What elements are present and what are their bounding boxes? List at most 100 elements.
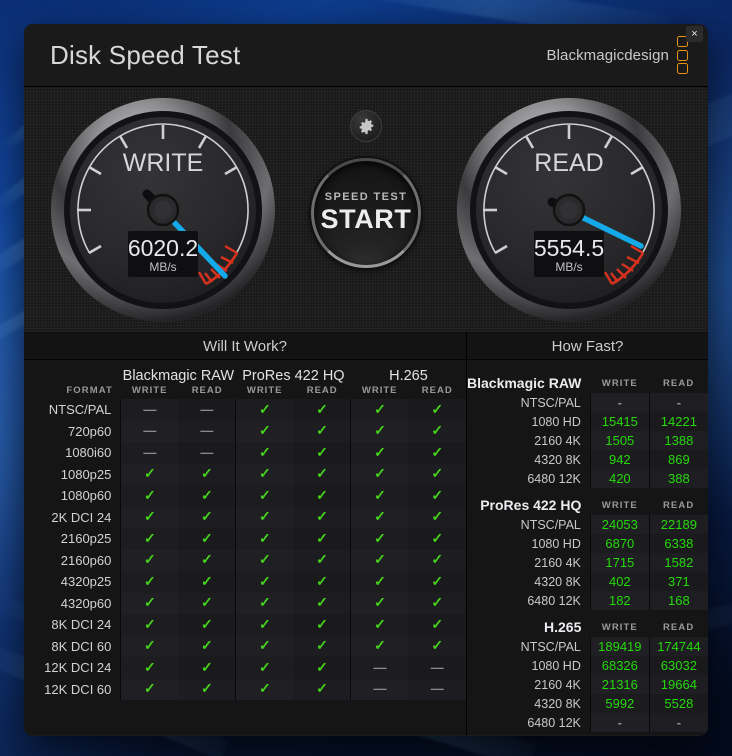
format-label: 4320p60	[60, 595, 112, 611]
supported-check-icon: ✓	[350, 592, 409, 614]
supported-check-icon: ✓	[235, 635, 294, 657]
check-icon: ✓	[316, 551, 328, 568]
check-icon: ✓	[259, 529, 271, 546]
check-icon: ✓	[201, 486, 213, 503]
format-label: 1080p60	[60, 488, 112, 504]
dash-icon: —	[143, 423, 157, 439]
will-it-work-panel: Will It Work? FORMAT Blackmagic RAW ProR…	[24, 333, 467, 735]
page-title: Disk Speed Test	[50, 39, 241, 70]
subheader-braw-write: WRITE	[131, 385, 168, 396]
column-subheader: READ	[662, 499, 695, 511]
check-icon: ✓	[374, 400, 386, 417]
table-row: 4320 8K 5992 5528	[467, 694, 708, 713]
supported-check-icon: ✓	[235, 399, 294, 421]
supported-check-icon: ✓	[120, 571, 179, 593]
read-speed-value: -	[648, 713, 708, 732]
section-header-row: ProRes 422 HQ WRITE READ	[467, 488, 708, 515]
close-button[interactable]: ×	[686, 26, 703, 42]
supported-check-icon: ✓	[350, 506, 409, 528]
supported-check-icon: ✓	[293, 463, 351, 485]
subheader-prores-write: WRITE	[246, 385, 283, 396]
table-row: 2K DCI 24 ✓ ✓ ✓ ✓ ✓ ✓	[24, 506, 466, 528]
check-icon: ✓	[316, 422, 328, 439]
start-button-label: START	[320, 204, 412, 234]
supported-check-icon: ✓	[408, 442, 466, 464]
check-icon: ✓	[431, 637, 444, 654]
write-speed-value: 24053	[589, 515, 650, 534]
table-row: NTSC/PAL - -	[467, 393, 708, 412]
supported-check-icon: ✓	[350, 528, 409, 550]
settings-button[interactable]	[350, 110, 382, 142]
table-row: 1080i60 — — ✓ ✓ ✓ ✓	[24, 442, 466, 464]
check-icon: ✓	[316, 615, 328, 632]
supported-check-icon: ✓	[235, 592, 294, 614]
supported-check-icon: ✓	[178, 614, 236, 636]
check-icon: ✓	[201, 529, 213, 546]
check-icon: ✓	[201, 508, 213, 525]
format-label: 720p60	[67, 423, 112, 439]
supported-check-icon: ✓	[235, 463, 294, 485]
supported-check-icon: ✓	[120, 635, 179, 657]
resolution-label: 2160 4K	[534, 433, 581, 448]
read-speed-value: 174744	[648, 637, 708, 656]
center-controls: SPEED TEST START	[306, 87, 426, 333]
resolution-label: 4320 8K	[534, 696, 581, 711]
table-row: 1080p60 ✓ ✓ ✓ ✓ ✓ ✓	[24, 485, 466, 507]
check-icon: ✓	[431, 486, 444, 503]
check-icon: ✓	[201, 680, 213, 697]
supported-check-icon: ✓	[408, 571, 466, 593]
dash-icon: —	[143, 401, 157, 417]
check-icon: ✓	[374, 443, 386, 460]
subheader-prores-read: READ	[306, 385, 338, 396]
column-subheader: WRITE	[601, 621, 638, 633]
results-panels: Will It Work? FORMAT Blackmagic RAW ProR…	[24, 333, 708, 735]
check-icon: ✓	[259, 443, 271, 460]
dash-icon: —	[200, 423, 214, 439]
supported-check-icon: ✓	[293, 506, 351, 528]
table-row: 2160 4K 1505 1388	[467, 431, 708, 450]
supported-check-icon: ✓	[178, 506, 236, 528]
check-icon: ✓	[259, 637, 271, 654]
write-speed-value: -	[589, 713, 650, 732]
table-row: 1080 HD 6870 6338	[467, 534, 708, 553]
write-speed-value: 1715	[589, 553, 650, 572]
format-label: 1080i60	[65, 445, 112, 461]
table-row: 6480 12K 420 388	[467, 469, 708, 488]
format-label: 12K DCI 24	[44, 660, 112, 676]
unsupported-dash-icon: —	[120, 442, 179, 464]
supported-check-icon: ✓	[120, 592, 179, 614]
check-icon: ✓	[374, 465, 386, 482]
column-subheader: WRITE	[601, 377, 638, 389]
check-icon: ✓	[259, 594, 271, 611]
subheader-h265-read: READ	[421, 385, 453, 396]
table-row: 2160p25 ✓ ✓ ✓ ✓ ✓ ✓	[24, 528, 466, 550]
group-header-braw: Blackmagic RAW	[122, 368, 235, 384]
supported-check-icon: ✓	[350, 614, 409, 636]
supported-check-icon: ✓	[293, 635, 351, 657]
check-icon: ✓	[431, 508, 444, 525]
read-speed-value: 63032	[648, 656, 708, 675]
supported-check-icon: ✓	[350, 442, 409, 464]
format-label: 4320p25	[60, 574, 112, 590]
supported-check-icon: ✓	[120, 678, 179, 700]
check-icon: ✓	[374, 508, 386, 525]
speed-test-start-button[interactable]: SPEED TEST START	[311, 158, 421, 268]
supported-check-icon: ✓	[293, 678, 351, 700]
check-icon: ✓	[201, 551, 213, 568]
format-label: NTSC/PAL	[48, 402, 112, 418]
supported-check-icon: ✓	[350, 463, 409, 485]
dash-icon: —	[143, 444, 157, 460]
table-row: 4320p60 ✓ ✓ ✓ ✓ ✓ ✓	[24, 592, 466, 614]
supported-check-icon: ✓	[235, 657, 294, 679]
write-speed-value: 21316	[589, 675, 650, 694]
check-icon: ✓	[374, 529, 386, 546]
write-unit: MB/s	[149, 260, 176, 274]
check-icon: ✓	[374, 637, 386, 654]
write-speed-value: 420	[589, 469, 650, 488]
supported-check-icon: ✓	[293, 528, 351, 550]
format-column-header: FORMAT	[66, 385, 113, 396]
supported-check-icon: ✓	[350, 420, 409, 442]
supported-check-icon: ✓	[178, 635, 236, 657]
check-icon: ✓	[259, 465, 271, 482]
read-speed-value: -	[648, 393, 708, 412]
